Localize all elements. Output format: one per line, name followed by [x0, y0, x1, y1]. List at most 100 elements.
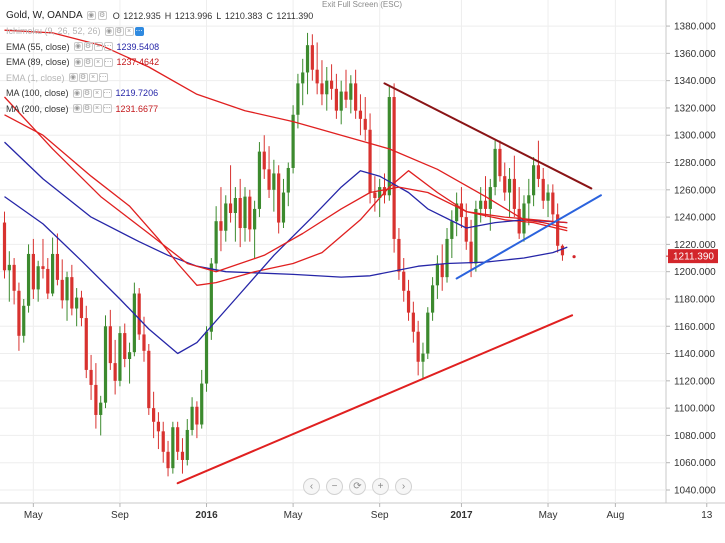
candle-body [479, 200, 483, 209]
candle [214, 206, 218, 272]
candle [147, 343, 151, 415]
more-icon[interactable]: ⋯ [134, 26, 144, 36]
eye-icon[interactable]: ◉ [72, 104, 82, 114]
close-icon[interactable]: × [124, 26, 134, 36]
more-icon[interactable]: ⋯ [98, 73, 108, 83]
candle [238, 178, 242, 248]
eye-icon[interactable]: ◉ [73, 42, 83, 52]
exit-fullscreen-hint[interactable]: Exit Full Screen (ESC) [322, 0, 403, 9]
candle-body [493, 148, 497, 188]
candle [320, 60, 324, 106]
candle [60, 259, 64, 309]
candle [41, 238, 45, 279]
indicator-controls: ◉ ⚙ × ⋯ [104, 26, 144, 36]
settings-icon[interactable]: ⚙ [83, 57, 93, 67]
settings-icon[interactable]: ⚙ [83, 42, 93, 52]
candle [46, 258, 50, 299]
candle [387, 86, 391, 201]
close-icon[interactable]: × [93, 42, 103, 52]
candle-body [113, 363, 117, 381]
candle [368, 113, 372, 204]
eye-icon[interactable]: ◉ [73, 57, 83, 67]
candle-body [305, 45, 310, 73]
candle-body [546, 192, 550, 201]
candle-body [450, 221, 454, 239]
price-tick-label: 1260.000 [674, 185, 716, 196]
candle [108, 309, 112, 370]
close-icon[interactable]: × [93, 57, 103, 67]
candle [493, 140, 497, 196]
eye-icon[interactable]: ◉ [72, 88, 82, 98]
candle-body [267, 169, 271, 190]
candle-body [411, 312, 415, 332]
settings-icon[interactable]: ⚙ [78, 73, 88, 83]
price-tick-label: 1340.000 [674, 76, 716, 87]
candle [411, 301, 415, 343]
candle-body [373, 192, 377, 198]
candle [51, 237, 55, 297]
price-tick-label: 1100.000 [674, 404, 715, 415]
moving-average-lines [4, 29, 568, 355]
time-tick-label: May [24, 510, 43, 521]
more-icon[interactable]: ⋯ [103, 42, 113, 52]
candle-body [118, 333, 122, 381]
close-icon[interactable]: × [88, 73, 98, 83]
settings-icon[interactable]: ⚙ [82, 104, 92, 114]
ohlc-l: L 1210.383 [216, 11, 262, 21]
candle-body [363, 118, 367, 130]
candle-body [354, 83, 358, 111]
more-icon[interactable]: ⋯ [102, 104, 112, 114]
zoom-out-icon[interactable]: − [326, 478, 343, 495]
indicator-value: 1237.4642 [116, 57, 160, 68]
candle-body [421, 353, 425, 362]
more-icon[interactable]: ⋯ [102, 88, 112, 98]
candle-body [541, 178, 545, 201]
candle [536, 140, 541, 188]
indicator-row[interactable]: Ichimoku (9, 26, 52, 26) ◉ ⚙ × ⋯ [6, 24, 313, 40]
indicator-row[interactable]: EMA (1, close) ◉ ⚙ × ⋯ [6, 70, 313, 86]
candle-body [459, 203, 464, 218]
candle-body [512, 178, 516, 209]
indicator-row[interactable]: EMA (89, close) ◉ ⚙ × ⋯ 1237.4642 [6, 55, 313, 71]
candle-body [200, 383, 204, 425]
indicator-row[interactable]: EMA (55, close) ◉ ⚙ × ⋯ 1239.5408 [6, 39, 313, 55]
symbol-title[interactable]: Gold, W, OANDA [6, 10, 83, 22]
scroll-right-icon[interactable]: › [395, 478, 412, 495]
candle [7, 251, 11, 302]
indicator-list: Ichimoku (9, 26, 52, 26) ◉ ⚙ × ⋯ EMA (55, clo… [6, 24, 313, 117]
time-tick-label: May [539, 510, 558, 521]
candle [430, 277, 435, 321]
symbol-row: Gold, W, OANDA ◉ ⚙ O 1212.935 H 1213.996 L… [6, 8, 313, 24]
candle [94, 363, 98, 429]
eye-icon[interactable]: ◉ [104, 26, 114, 36]
candle [310, 34, 314, 81]
candle-body [171, 427, 175, 469]
candle-body [204, 331, 209, 384]
reset-icon[interactable]: ⟳ [349, 478, 366, 495]
candle-body [358, 110, 363, 119]
candle-body [79, 297, 84, 319]
scroll-left-icon[interactable]: ‹ [303, 478, 320, 495]
zoom-in-icon[interactable]: + [372, 478, 389, 495]
eye-icon[interactable]: ◉ [68, 73, 78, 83]
candle [392, 83, 396, 253]
settings-icon[interactable]: ⚙ [97, 11, 107, 21]
eye-icon[interactable]: ◉ [86, 11, 96, 21]
candle-body [108, 326, 112, 364]
candle-body [272, 173, 276, 190]
candle [137, 288, 141, 340]
indicator-row[interactable]: MA (200, close) ◉ ⚙ × ⋯ 1231.6677 [6, 101, 313, 117]
indicator-row[interactable]: MA (100, close) ◉ ⚙ × ⋯ 1219.7206 [6, 86, 313, 102]
close-icon[interactable]: × [92, 104, 102, 114]
settings-icon[interactable]: ⚙ [82, 88, 92, 98]
close-icon[interactable]: × [92, 88, 102, 98]
ohlc-value: 1213.996 [172, 10, 213, 21]
candle-body [262, 151, 266, 170]
more-icon[interactable]: ⋯ [103, 57, 113, 67]
settings-icon[interactable]: ⚙ [114, 26, 124, 36]
indicator-name: MA (200, close) [6, 103, 69, 114]
candle [334, 73, 338, 119]
candle-body [214, 221, 218, 264]
